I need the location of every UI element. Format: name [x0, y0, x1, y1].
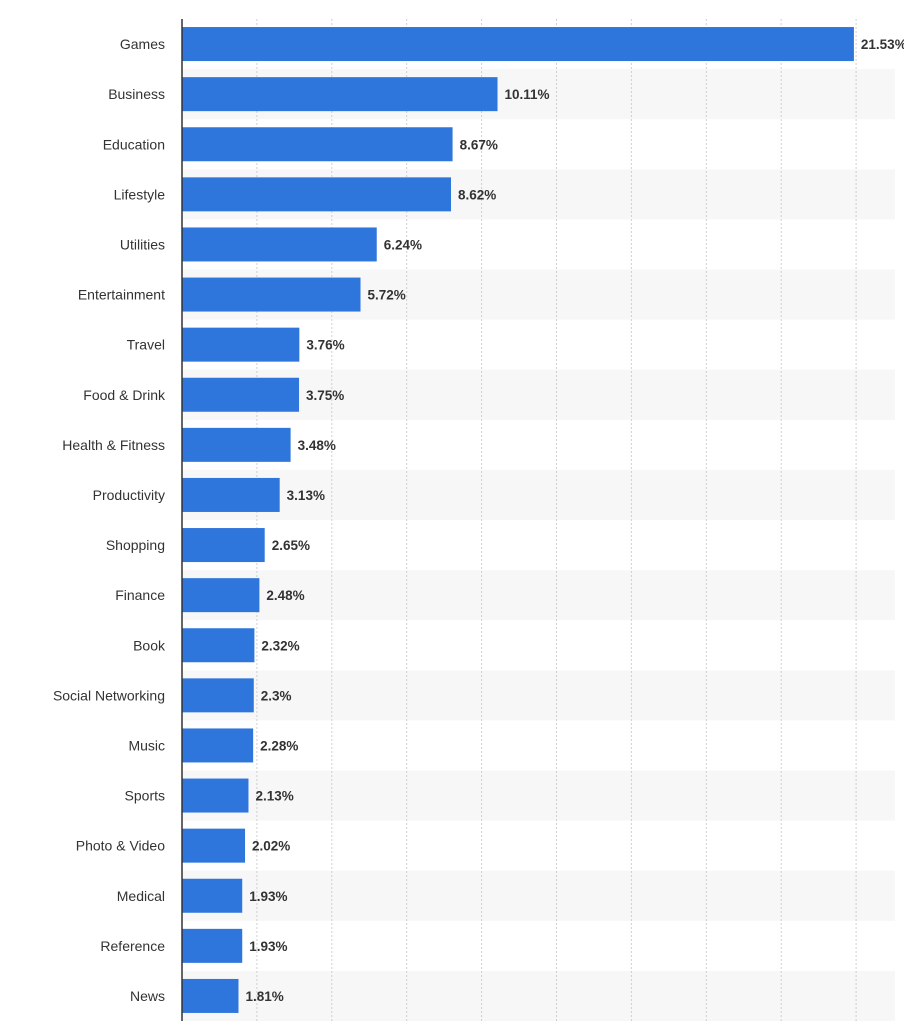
data-label: 2.65% [272, 538, 310, 553]
bar[interactable] [182, 377, 300, 412]
bar[interactable] [182, 878, 243, 913]
data-label: 2.02% [252, 839, 290, 854]
category-label: Health & Fitness [62, 437, 165, 453]
row-band [182, 870, 895, 921]
row-bands [182, 69, 895, 1021]
data-label: 8.67% [460, 137, 498, 152]
row-band [182, 570, 895, 621]
category-label: Entertainment [78, 287, 165, 303]
bar[interactable] [182, 227, 377, 262]
value-labels: 21.53% 10.11% 8.67% 8.62% 6.24% 5.72% 3.76% 3.7… [245, 37, 904, 1004]
category-label: Reference [100, 938, 165, 954]
bar[interactable] [182, 978, 239, 1013]
bar[interactable] [182, 27, 854, 62]
bar[interactable] [182, 528, 265, 563]
data-label: 3.75% [306, 388, 344, 403]
data-label: 1.93% [249, 939, 287, 954]
category-label: Medical [117, 888, 165, 904]
bar[interactable] [182, 778, 249, 813]
category-label: Finance [115, 587, 165, 603]
category-label: Photo & Video [76, 838, 165, 854]
data-label: 2.48% [266, 588, 304, 603]
data-label: 3.76% [306, 338, 344, 353]
category-label: Travel [127, 337, 165, 353]
category-label: Social Networking [53, 687, 165, 703]
category-label: Lifestyle [114, 186, 166, 202]
bar[interactable] [182, 828, 246, 863]
data-label: 6.24% [384, 237, 422, 252]
bars [182, 27, 854, 1013]
bar[interactable] [182, 728, 254, 763]
row-band [182, 670, 895, 721]
category-label: Music [128, 737, 165, 753]
data-label: 2.3% [261, 688, 292, 703]
category-label: Education [103, 136, 165, 152]
data-label: 3.48% [298, 438, 336, 453]
data-label: 3.13% [287, 488, 325, 503]
data-label: 10.11% [505, 87, 550, 102]
data-label: 2.32% [261, 638, 299, 653]
category-label: Shopping [106, 537, 165, 553]
bar[interactable] [182, 327, 300, 362]
category-label: Business [108, 86, 165, 102]
row-band [182, 770, 895, 821]
row-band [182, 369, 895, 420]
bar[interactable] [182, 678, 254, 713]
data-label: 1.93% [249, 889, 287, 904]
bar[interactable] [182, 477, 280, 512]
bar[interactable] [182, 77, 498, 112]
bar[interactable] [182, 928, 243, 963]
category-label: Book [133, 637, 166, 653]
category-label: News [130, 988, 165, 1004]
bar[interactable] [182, 427, 291, 462]
data-label: 2.13% [255, 789, 293, 804]
bar[interactable] [182, 127, 453, 162]
data-label: 1.81% [245, 989, 283, 1004]
row-band [182, 469, 895, 520]
gridlines [256, 19, 857, 1021]
bar[interactable] [182, 277, 361, 312]
data-label: 2.28% [260, 738, 298, 753]
category-label: Games [120, 36, 165, 52]
category-label: Productivity [93, 487, 165, 503]
bar[interactable] [182, 177, 452, 212]
bar[interactable] [182, 578, 260, 613]
category-label: Sports [125, 788, 165, 804]
data-label: 21.53% [861, 37, 904, 52]
category-label: Utilities [120, 236, 165, 252]
category-label: Food & Drink [83, 387, 166, 403]
row-band [182, 970, 895, 1021]
data-label: 5.72% [368, 288, 406, 303]
bar[interactable] [182, 628, 255, 663]
data-label: 8.62% [458, 187, 496, 202]
category-labels: Games Business Education Lifestyle Utilities… [53, 36, 166, 1004]
